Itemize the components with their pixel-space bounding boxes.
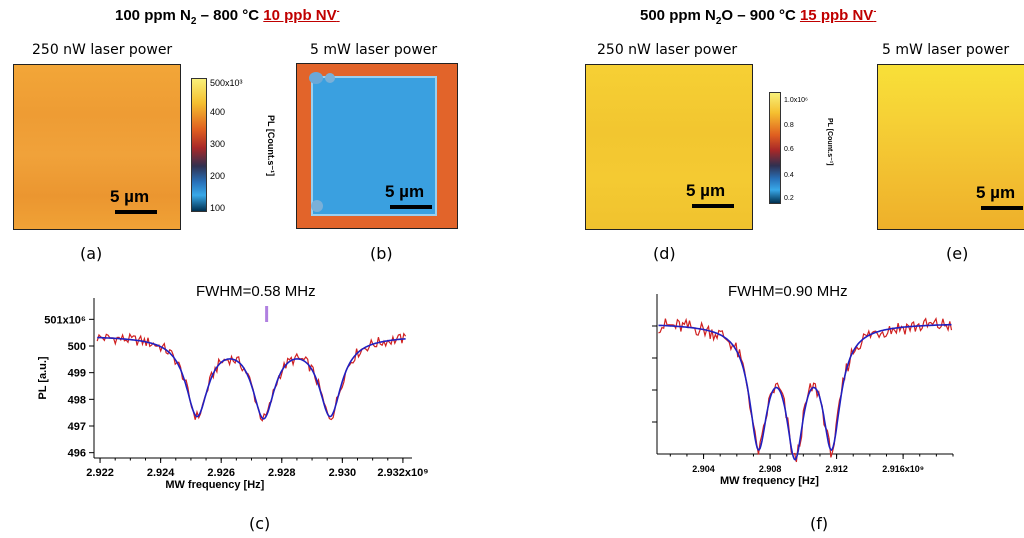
colorbar-left-tick-3: 200: [210, 171, 226, 181]
scale-bar-a: [115, 210, 157, 214]
chart-1-x-tick-label-0: 2.904: [692, 464, 715, 474]
left-title: 100 ppm N2 – 800 °C 10 ppb NV-: [115, 6, 340, 27]
scale-bar-d: [692, 204, 734, 208]
pl-map-a: 5 µm: [13, 64, 181, 230]
chart-0-y-tick-label-1: 497: [68, 421, 86, 433]
chart-0-series-data: [96, 332, 407, 422]
scale-label-d: 5 µm: [686, 181, 726, 200]
left-title-prefix: 100 ppm N: [115, 7, 191, 24]
left-title-sup: -: [336, 6, 340, 16]
colorbar-right-tick-0: 1.0x10⁶: [784, 97, 808, 104]
chart-0-x-tick-label-0: 2.922: [86, 467, 114, 479]
colorbar-left: [191, 78, 207, 212]
chart-0-y-tick-label-4: 500: [68, 341, 86, 353]
chart-1-x-tick-label-2: 2.912: [825, 464, 848, 474]
label-c: (c): [249, 514, 271, 533]
right-title-red: 15 ppb NV: [799, 7, 874, 24]
map-b-inner-square: [311, 76, 437, 216]
fwhm-label-c: FWHM=0.58 MHz: [196, 283, 316, 300]
colorbar-left-tick-2: 300: [210, 139, 226, 149]
pl-map-b: 5 µm: [296, 63, 458, 229]
left-title-red: 10 ppb NV: [263, 7, 337, 24]
scale-bar-b: [390, 205, 432, 209]
chart-0-y-axis-label: PL [a.u.]: [37, 356, 49, 400]
chart-0-x-tick-label-2: 2.926: [207, 467, 235, 479]
scale-bar-e: [981, 206, 1023, 210]
chart-0-y-tick-label-3: 499: [68, 368, 86, 380]
colorbar-right: [769, 92, 781, 204]
spectrum-chart-f: 2.904 2.908 2.912 2.916x10⁹ MW frequency [Hz…: [652, 294, 954, 487]
map-d-caption: 250 nW laser power: [597, 42, 738, 58]
colorbar-right-tick-2: 0.6: [784, 146, 794, 153]
colorbar-right-tick-3: 0.4: [784, 172, 794, 179]
label-f: (f): [810, 514, 829, 533]
map-e-caption: 5 mW laser power: [882, 42, 1010, 58]
label-d: (d): [653, 244, 676, 263]
fwhm-label-f: FWHM=0.90 MHz: [728, 283, 848, 300]
scale-label-e: 5 µm: [976, 183, 1016, 202]
chart-1-series-fit: [658, 323, 952, 461]
map-b-spot-3: [311, 200, 323, 212]
colorbar-right-tick-1: 0.8: [784, 122, 794, 129]
chart-1-x-tick-label-1: 2.908: [759, 464, 782, 474]
left-title-mid: – 800 °C: [196, 7, 264, 24]
chart-0-x-axis-label: MW frequency [Hz]: [165, 479, 264, 491]
spectrum-chart-c: 2.922 2.924 2.926 2.928 2.930 2.932x10⁹ 496 497…: [37, 298, 428, 491]
pl-map-d: 5 µm: [585, 64, 753, 230]
colorbar-right-tick-4: 0.2: [784, 195, 794, 202]
chart-1-x-axis-label: MW frequency [Hz]: [720, 475, 819, 487]
colorbar-left-unit: PL [Count.s⁻¹]: [266, 115, 276, 177]
right-title: 500 ppm N2O – 900 °C 15 ppb NV-: [640, 6, 876, 27]
chart-1-x-tick-label-3: 2.916x10⁹: [882, 464, 924, 474]
colorbar-left-tick-0: 500x10³: [210, 78, 243, 88]
map-b-caption: 5 mW laser power: [310, 42, 438, 58]
chart-0-x-tick-label-1: 2.924: [147, 467, 175, 479]
label-a: (a): [80, 244, 103, 263]
chart-0-y-tick-label-5: 501x10⁶: [44, 314, 86, 326]
right-title-mid: O – 900 °C: [721, 7, 800, 24]
colorbar-right-unit: PL [Count.s⁻¹]: [826, 118, 833, 166]
colorbar-left-tick-1: 400: [210, 107, 226, 117]
map-b-spot-1: [309, 72, 323, 84]
pl-map-e: 5 µm: [877, 64, 1024, 230]
right-title-sup: -: [873, 6, 877, 16]
label-b: (b): [370, 244, 393, 263]
right-title-sub: 2: [715, 16, 722, 27]
chart-0-x-tick-label-5: 2.932x10⁹: [377, 467, 428, 479]
chart-0-series-fit: [97, 336, 406, 420]
chart-0-x-tick-label-4: 2.930: [329, 467, 357, 479]
chart-0-y-tick-label-2: 498: [68, 394, 86, 406]
map-a-caption: 250 nW laser power: [32, 42, 173, 58]
left-title-sub: 2: [190, 16, 197, 27]
label-e: (e): [946, 244, 969, 263]
scale-label-a: 5 µm: [110, 187, 150, 206]
chart-0-y-tick-label-0: 496: [68, 448, 86, 460]
map-b-spot-2: [325, 73, 335, 83]
colorbar-left-tick-4: 100: [210, 203, 226, 213]
chart-1-series-data: [658, 316, 953, 463]
right-title-prefix: 500 ppm N: [640, 7, 716, 24]
chart-0-x-tick-label-3: 2.928: [268, 467, 296, 479]
scale-label-b: 5 µm: [385, 182, 425, 201]
